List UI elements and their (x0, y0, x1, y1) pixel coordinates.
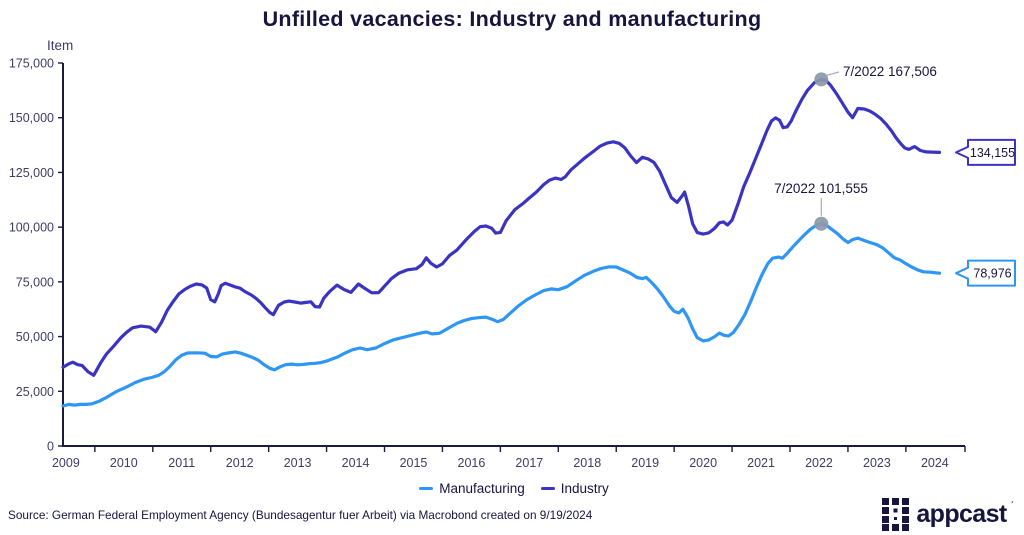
chart-title: Unfilled vacancies: Industry and manufac… (262, 7, 762, 31)
x-tick-label: 2020 (689, 456, 717, 470)
x-tick-label: 2024 (921, 456, 949, 470)
manufacturing-line-swatch (419, 486, 434, 491)
x-tick-label: 2018 (573, 456, 601, 470)
x-tick-label: 2019 (631, 456, 659, 470)
series-line-industry (61, 77, 942, 377)
y-axis-title: Item (47, 38, 73, 53)
series-line-manufacturing (61, 222, 942, 408)
x-tick-label: 2023 (863, 456, 891, 470)
source-attribution: Source: German Federal Employment Agency… (8, 508, 593, 522)
x-tick-label: 2014 (342, 456, 370, 470)
y-tick-label: 100,000 (9, 221, 54, 235)
industry-line-swatch (540, 486, 555, 491)
x-tick-label: 2021 (747, 456, 775, 470)
y-tick-label: 125,000 (9, 166, 54, 180)
peak-marker-industry (814, 72, 829, 87)
y-tick-label: 0 (47, 440, 54, 454)
legend-label-manufacturing: Manufacturing (439, 481, 525, 496)
appcast-trademark-tick: ʾ (1010, 501, 1014, 512)
y-tick-label: 150,000 (9, 111, 54, 125)
y-tick-label: 25,000 (16, 385, 54, 399)
legend-label-industry: Industry (560, 481, 609, 496)
peak-marker-manufacturing (814, 216, 829, 231)
x-tick-label: 2012 (226, 456, 254, 470)
annotation-label-manufacturing: 7/2022 101,555 (774, 181, 868, 196)
legend-item-industry: Industry (540, 481, 609, 496)
chart-legend: Manufacturing Industry (63, 481, 965, 496)
appcast-logo-mark (882, 498, 910, 531)
x-tick-label: 2011 (168, 456, 195, 470)
appcast-logo: appcast ʾ (882, 497, 1014, 531)
x-tick-label: 2022 (805, 456, 833, 470)
end-value-label-manufacturing: 78,976 (973, 267, 1011, 281)
x-tick-label: 2017 (515, 456, 543, 470)
end-value-callout-industry (955, 138, 1016, 166)
x-tick-label: 2013 (284, 456, 312, 470)
x-tick-label: 2009 (52, 456, 80, 470)
x-tick-label: 2016 (458, 456, 486, 470)
appcast-wordmark: appcast (916, 500, 1007, 528)
end-value-label-industry: 134,155 (970, 146, 1015, 160)
x-tick-label: 2015 (400, 456, 428, 470)
legend-item-manufacturing: Manufacturing (419, 481, 525, 496)
annotation-label-industry: 7/2022 167,506 (843, 64, 937, 79)
end-value-callout-manufacturing (955, 259, 1016, 287)
annotation-leader (826, 71, 840, 76)
y-tick-label: 175,000 (9, 57, 54, 71)
y-tick-label: 75,000 (16, 275, 54, 289)
y-tick-label: 50,000 (16, 330, 54, 344)
x-tick-label: 2010 (110, 456, 138, 470)
